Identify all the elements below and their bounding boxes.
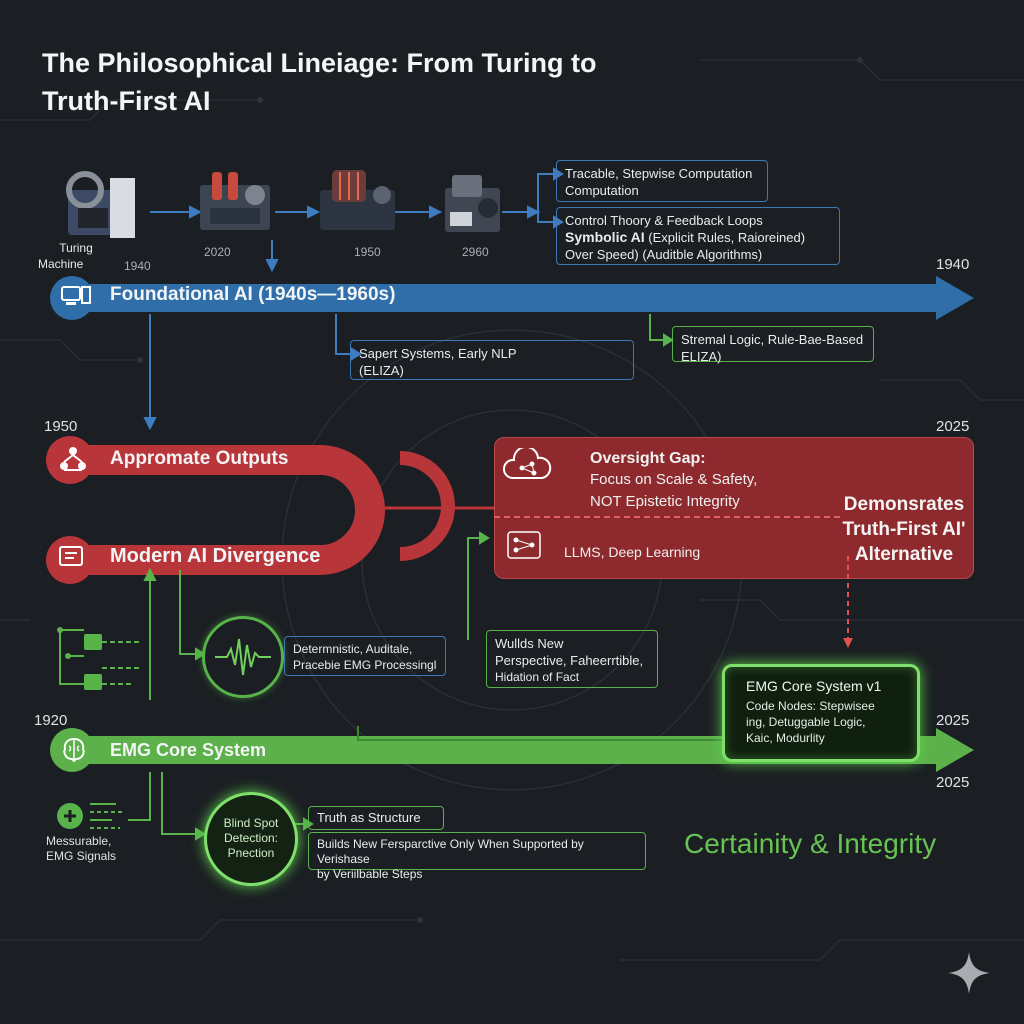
turing-machine-label-2: Machine (38, 257, 84, 271)
machine-year-1: 1940 (124, 259, 151, 273)
green-year-right-bottom: 2025 (936, 774, 970, 791)
relay-machine-icon (200, 172, 270, 230)
network-tree-icon (58, 446, 88, 474)
approx-outputs-label: Appromate Outputs (110, 448, 289, 469)
emg-signals-label: Messurable, EMG Signals (46, 834, 117, 863)
brain-icon (60, 736, 88, 764)
foundational-label: Foundational AI (1940s—1960s) (110, 284, 396, 305)
turing-machine-icon (66, 171, 135, 238)
emg-core-label: EMG Core System (110, 740, 267, 760)
blue-band-connectors (143, 314, 674, 431)
oversight-gap-title: Oversight Gap: (590, 450, 706, 467)
traceable-computation-box: Tracable, Stepwise Computation Computati… (556, 160, 768, 202)
green-year-left: 1920 (34, 712, 68, 729)
oversight-gap-panel (494, 437, 974, 579)
red-year-right: 2025 (936, 418, 970, 435)
turing-machine-label: Turing (59, 241, 93, 255)
oversight-divider (494, 516, 844, 518)
machine-year-4: 2960 (462, 245, 489, 259)
builds-verifiable-box: Builds New Fersparctive Only When Suppor… (308, 832, 646, 881)
modern-divergence-label: Modern AI Divergence (110, 545, 321, 567)
green-year-right-top: 2025 (936, 712, 970, 729)
sparkle-icon (948, 952, 990, 994)
emg-core-v1-details: Code Nodes: Stepwisee ing, Detuggable Lo… (746, 699, 875, 745)
green-connectors-middle (143, 531, 490, 700)
machine-year-3: 1950 (354, 245, 381, 259)
machine-year-2: 2020 (204, 245, 231, 259)
emg-processing-box: Determnistic, Auditale, Pracebie EMG Pro… (284, 636, 446, 676)
blind-spot-label: Blind Spot Detection: Pnection (223, 816, 279, 860)
document-list-icon (58, 544, 88, 570)
circuit-board-icon (57, 627, 142, 690)
builds-perspective-box: Wullds New Perspective, Faheerrtible, Hi… (486, 630, 658, 688)
rule-based-logic-box: Stremal Logic, Rule-Bae-Based ELIZA) (672, 326, 874, 364)
page-title: The Philosophical Lineiage: From Turing … (42, 48, 597, 116)
foundational-band (50, 276, 974, 320)
symbolic-ai-label: Symbolic AI (565, 229, 645, 245)
computer-icon (60, 284, 92, 308)
emg-signals-icon (57, 803, 122, 829)
mainframe-machine-icon (445, 175, 500, 232)
oversight-gap-line2: NOT Epistetic Integrity (590, 493, 740, 510)
foundational-year-right: 1940 (936, 256, 970, 273)
neural-net-icon (506, 530, 542, 560)
emg-waveform-icon (202, 616, 284, 698)
vacuum-tube-machine-icon (320, 170, 395, 230)
cloud-network-icon (502, 446, 552, 484)
truth-structure-box: Truth as Structure (308, 806, 444, 830)
blind-spot-circle (204, 792, 298, 886)
symbolic-ai-box: Control Thoory & Feedback Loops Symbolic… (556, 207, 840, 265)
demonstrates-text: Demonsrates Truth-First AI' Alternative (842, 494, 966, 565)
machine-row (66, 170, 541, 273)
emg-core-v1-box (722, 664, 920, 762)
oversight-gap-line1: Focus on Scale & Safety, (590, 471, 758, 488)
dashed-arrow-to-core (843, 556, 853, 648)
expert-systems-box: Sapert Systems, Early NLP (ELIZA) (350, 340, 634, 380)
llms-label: LLMS, Deep Learning (564, 544, 701, 560)
certainty-integrity-text: Certainity & Integrity (684, 828, 937, 859)
emg-core-v1-title: EMG Core System v1 (746, 678, 882, 694)
red-year-left: 1950 (44, 418, 78, 435)
